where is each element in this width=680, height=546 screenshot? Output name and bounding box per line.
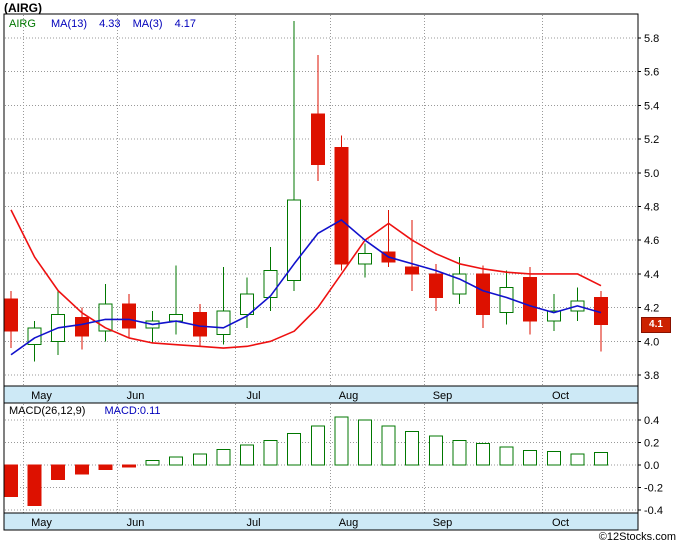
candle-body bbox=[452, 273, 467, 295]
candle-body bbox=[358, 253, 372, 265]
price-month-label: Oct bbox=[552, 390, 569, 402]
ma13-line bbox=[10, 209, 602, 349]
price-month-label: Jul bbox=[246, 390, 260, 402]
macd-axis-label: 0.0 bbox=[644, 460, 659, 472]
price-month-label: Sep bbox=[433, 390, 453, 402]
macd-bar-positive bbox=[310, 425, 325, 466]
macd-month-label: May bbox=[31, 517, 52, 529]
macd-current-value: MACD:0.11 bbox=[104, 405, 161, 417]
ma3-value: 4.17 bbox=[174, 18, 197, 30]
macd-month-label: Sep bbox=[433, 517, 453, 529]
ma13-label: MA(13) bbox=[50, 18, 88, 30]
macd-month-label: Jun bbox=[127, 517, 145, 529]
candle-body bbox=[428, 273, 443, 298]
candle-body bbox=[287, 199, 302, 282]
macd-month-label: Oct bbox=[552, 517, 569, 529]
macd-bar-negative bbox=[4, 464, 18, 497]
candle-body bbox=[169, 313, 184, 322]
macd-month-band bbox=[4, 513, 638, 530]
price-axis-label: 4.2 bbox=[644, 303, 659, 315]
macd-bar-positive bbox=[287, 433, 302, 466]
macd-legend: MACD(26,12,9) MACD:0.11 bbox=[9, 405, 161, 417]
macd-bar-positive bbox=[263, 439, 278, 466]
candle-body bbox=[476, 273, 490, 315]
macd-bar-negative bbox=[51, 464, 66, 481]
macd-bar-positive bbox=[546, 451, 561, 466]
last-price-tag: 4.1 bbox=[641, 317, 671, 333]
macd-bar-positive bbox=[476, 443, 490, 466]
macd-bar-negative bbox=[74, 464, 89, 475]
ma3-line bbox=[10, 219, 602, 356]
macd-axis-label: -0.2 bbox=[644, 482, 663, 494]
macd-bar-positive bbox=[334, 416, 349, 466]
macd-bar-positive bbox=[452, 439, 467, 466]
price-axis-label: 4.0 bbox=[644, 336, 659, 348]
macd-bar-positive bbox=[499, 446, 514, 466]
ma3-label: MA(3) bbox=[132, 18, 163, 30]
candle-body bbox=[546, 310, 561, 322]
price-month-label: Jun bbox=[127, 390, 145, 402]
candle-body bbox=[310, 113, 325, 165]
candle-body bbox=[334, 147, 349, 265]
macd-chart-frame bbox=[3, 402, 639, 531]
price-axis-label: 4.4 bbox=[644, 269, 659, 281]
macd-bar-negative bbox=[122, 464, 136, 468]
candle-body bbox=[405, 266, 420, 275]
price-legend: AIRG MA(13) 4.33 MA(3) 4.17 bbox=[9, 18, 205, 30]
candle-body bbox=[216, 310, 231, 336]
macd-bar-positive bbox=[523, 449, 538, 466]
ticker-title: (AIRG) bbox=[4, 1, 42, 15]
price-month-label: May bbox=[31, 390, 52, 402]
price-axis-label: 5.4 bbox=[644, 100, 659, 112]
macd-bar-negative bbox=[98, 464, 113, 470]
macd-bar-positive bbox=[594, 452, 608, 466]
price-axis-label: 5.2 bbox=[644, 134, 659, 146]
macd-bar-positive bbox=[358, 419, 372, 466]
price-month-label: Aug bbox=[339, 390, 359, 402]
price-axis-label: 5.6 bbox=[644, 67, 659, 79]
macd-axis-label: 0.2 bbox=[644, 438, 659, 450]
macd-bar-positive bbox=[381, 425, 396, 466]
price-month-band bbox=[4, 386, 638, 403]
macd-bar-negative bbox=[27, 464, 42, 506]
macd-bar-positive bbox=[192, 453, 207, 466]
copyright-watermark: ©12Stocks.com bbox=[598, 531, 676, 543]
candle-body bbox=[122, 303, 136, 329]
macd-bar-positive bbox=[570, 453, 585, 466]
price-axis-label: 4.8 bbox=[644, 202, 659, 214]
candle-body bbox=[523, 276, 538, 322]
candle-body bbox=[499, 286, 514, 314]
price-axis-label: 3.8 bbox=[644, 370, 659, 382]
macd-bar-positive bbox=[240, 444, 254, 466]
price-axis-label: 5.8 bbox=[644, 33, 659, 45]
macd-params-label: MACD(26,12,9) bbox=[9, 405, 86, 417]
ma13-value: 4.33 bbox=[99, 18, 121, 30]
candle-body bbox=[74, 317, 89, 337]
ticker-symbol-label: AIRG bbox=[9, 18, 36, 30]
macd-month-label: Aug bbox=[339, 517, 359, 529]
candle-body bbox=[240, 293, 254, 315]
candle-body bbox=[4, 298, 18, 332]
price-axis-label: 4.6 bbox=[644, 235, 659, 247]
macd-bar-positive bbox=[216, 448, 231, 466]
macd-bar-positive bbox=[145, 460, 160, 466]
macd-bar-positive bbox=[169, 456, 184, 466]
macd-axis-label: 0.4 bbox=[644, 415, 659, 427]
candle-body bbox=[98, 303, 113, 332]
macd-bar-positive bbox=[428, 435, 443, 466]
macd-bar-positive bbox=[405, 430, 420, 466]
price-axis-label: 5.0 bbox=[644, 168, 659, 180]
macd-month-label: Jul bbox=[246, 517, 260, 529]
candle-body bbox=[263, 270, 278, 298]
macd-axis-label: -0.4 bbox=[644, 505, 663, 517]
